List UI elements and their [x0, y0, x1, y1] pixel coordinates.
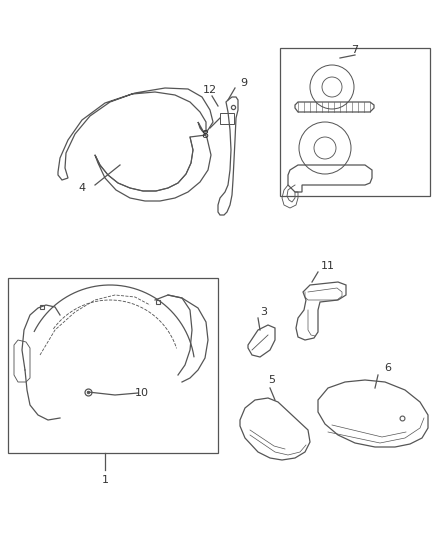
Text: 6: 6 — [385, 363, 392, 373]
Bar — [220, 113, 234, 124]
Bar — [280, 48, 430, 196]
Text: 1: 1 — [102, 475, 109, 485]
Text: 11: 11 — [321, 261, 335, 271]
Text: 8: 8 — [201, 130, 208, 140]
Text: 7: 7 — [351, 45, 359, 55]
Text: 9: 9 — [240, 78, 247, 88]
Text: 4: 4 — [78, 183, 85, 193]
Text: 12: 12 — [203, 85, 217, 95]
Text: 10: 10 — [135, 388, 149, 398]
Text: 3: 3 — [261, 307, 268, 317]
Bar — [8, 278, 218, 453]
Text: 5: 5 — [268, 375, 276, 385]
